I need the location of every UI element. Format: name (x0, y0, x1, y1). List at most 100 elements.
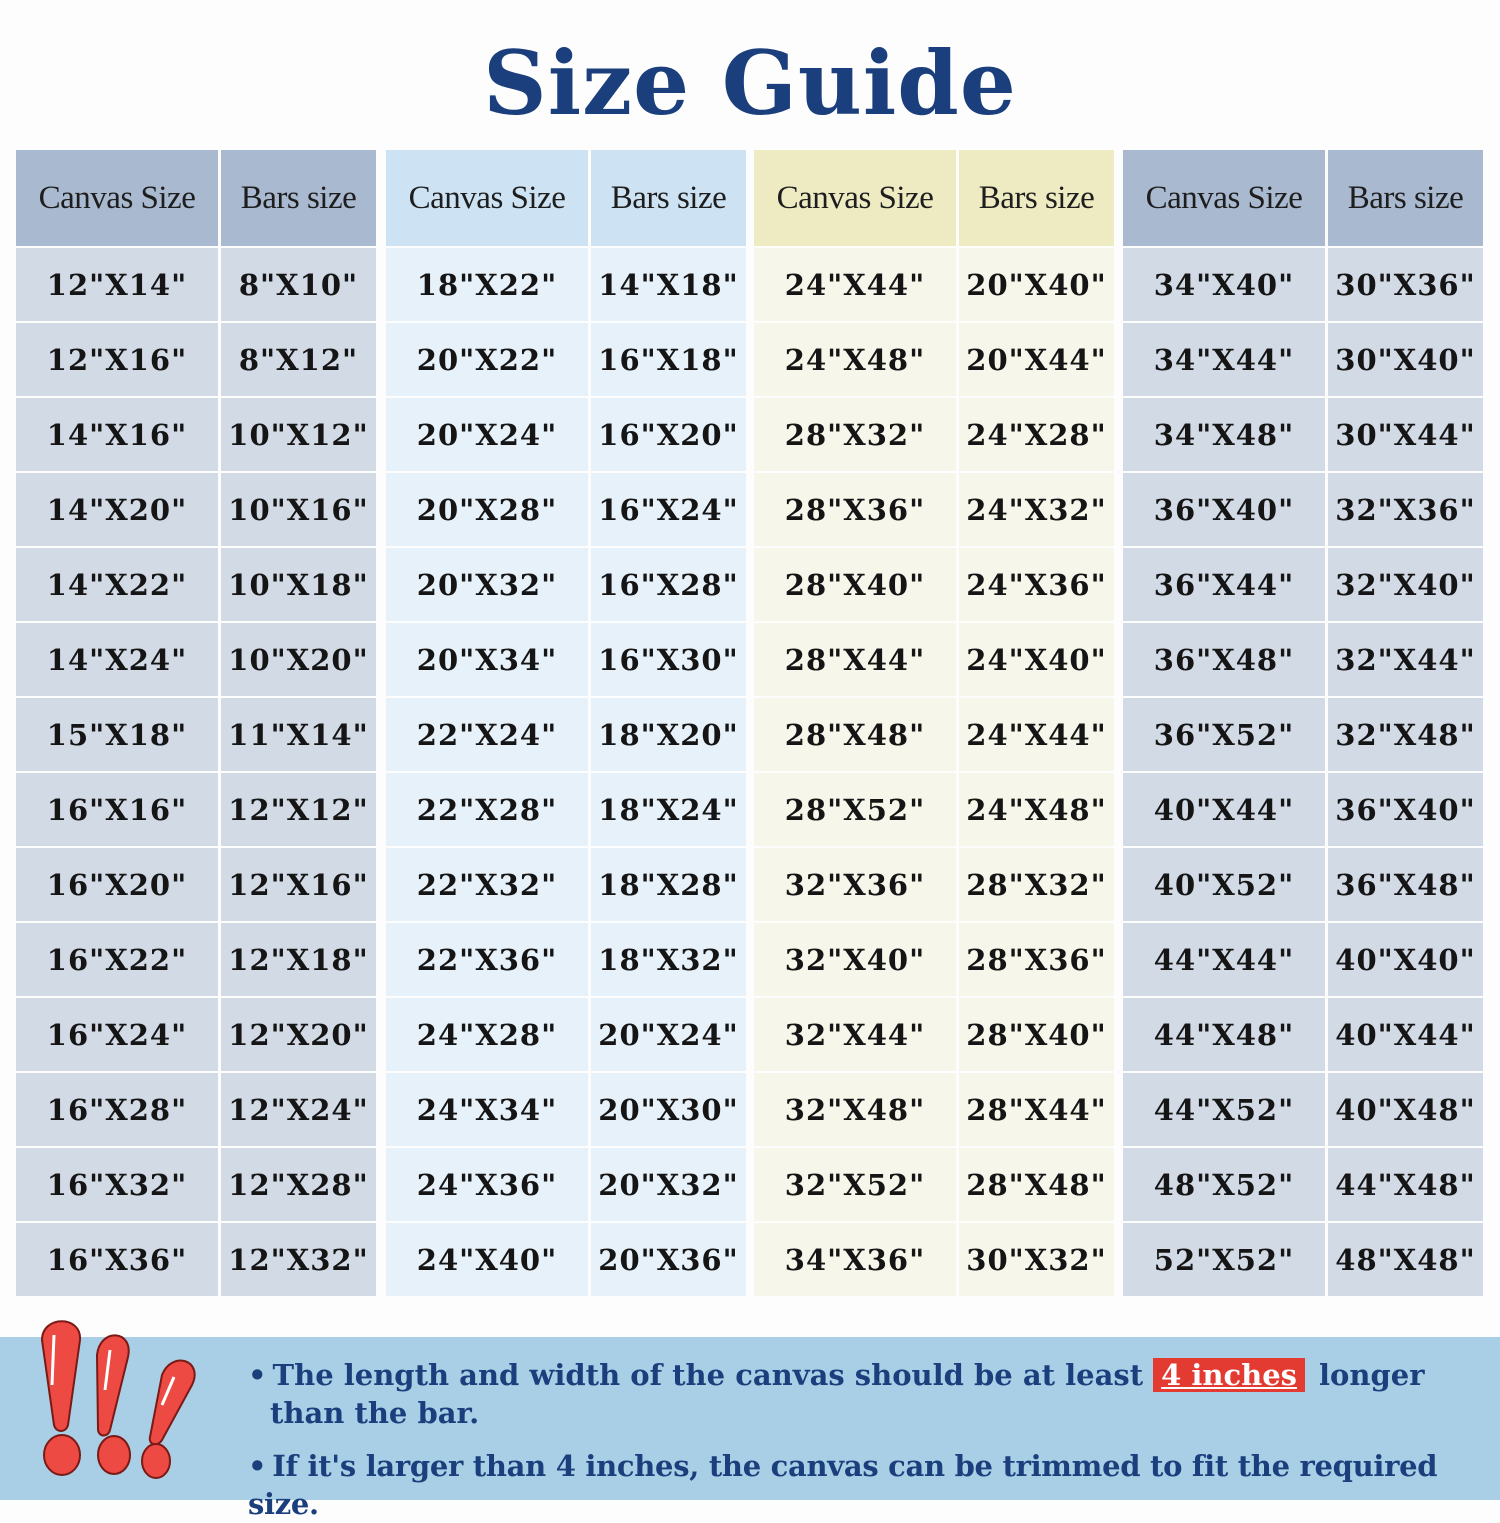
bars-size-cell: 20"X40" (959, 248, 1114, 321)
table-row: 28"X52" 24"X48" (754, 773, 1114, 846)
canvas-size-cell: 24"X40" (386, 1223, 588, 1296)
bars-size-cell: 28"X44" (959, 1073, 1114, 1146)
table-row: 48"X52" 44"X48" (1123, 1148, 1483, 1221)
table-row: 36"X44" 32"X40" (1123, 548, 1483, 621)
table-row: 24"X36" 20"X32" (386, 1148, 746, 1221)
bars-size-cell: 24"X32" (959, 473, 1114, 546)
canvas-size-cell: 24"X44" (754, 248, 956, 321)
bars-size-cell: 36"X48" (1328, 848, 1483, 921)
canvas-size-cell: 32"X52" (754, 1148, 956, 1221)
canvas-size-cell: 44"X52" (1123, 1073, 1325, 1146)
table-row: 16"X16" 12"X12" (16, 773, 376, 846)
table-row: 16"X22" 12"X18" (16, 923, 376, 996)
bars-size-cell: 14"X18" (591, 248, 746, 321)
bars-size-cell: 28"X48" (959, 1148, 1114, 1221)
canvas-size-cell: 34"X44" (1123, 323, 1325, 396)
canvas-size-cell: 15"X18" (16, 698, 218, 771)
header-canvas-size: Canvas Size (1123, 150, 1325, 246)
bars-size-cell: 30"X44" (1328, 398, 1483, 471)
canvas-size-cell: 12"X14" (16, 248, 218, 321)
table-header: Canvas Size Bars size (386, 150, 746, 246)
canvas-size-cell: 20"X32" (386, 548, 588, 621)
table-row: 12"X14" 8"X10" (16, 248, 376, 321)
bars-size-cell: 30"X36" (1328, 248, 1483, 321)
bars-size-cell: 32"X44" (1328, 623, 1483, 696)
canvas-size-cell: 16"X22" (16, 923, 218, 996)
table-row: 44"X44" 40"X40" (1123, 923, 1483, 996)
canvas-size-cell: 20"X22" (386, 323, 588, 396)
table-row: 12"X16" 8"X12" (16, 323, 376, 396)
table-row: 36"X48" 32"X44" (1123, 623, 1483, 696)
bars-size-cell: 36"X40" (1328, 773, 1483, 846)
canvas-size-cell: 20"X28" (386, 473, 588, 546)
notice-line-2: • If it's larger than 4 inches, the canva… (248, 1447, 1498, 1523)
bars-size-cell: 12"X18" (221, 923, 376, 996)
bars-size-cell: 40"X48" (1328, 1073, 1483, 1146)
bars-size-cell: 20"X30" (591, 1073, 746, 1146)
bars-size-cell: 10"X20" (221, 623, 376, 696)
header-bars-size: Bars size (221, 150, 376, 246)
canvas-size-cell: 44"X44" (1123, 923, 1325, 996)
bars-size-cell: 20"X36" (591, 1223, 746, 1296)
canvas-size-cell: 40"X52" (1123, 848, 1325, 921)
bars-size-cell: 20"X24" (591, 998, 746, 1071)
header-canvas-size: Canvas Size (16, 150, 218, 246)
canvas-size-cell: 20"X34" (386, 623, 588, 696)
highlight-4-inches: 4 inches (1153, 1358, 1306, 1392)
bars-size-cell: 8"X12" (221, 323, 376, 396)
table-row: 16"X20" 12"X16" (16, 848, 376, 921)
table-row: 22"X28" 18"X24" (386, 773, 746, 846)
table-row: 24"X48" 20"X44" (754, 323, 1114, 396)
canvas-size-cell: 22"X28" (386, 773, 588, 846)
canvas-size-cell: 28"X32" (754, 398, 956, 471)
table-row: 32"X44" 28"X40" (754, 998, 1114, 1071)
bars-size-cell: 8"X10" (221, 248, 376, 321)
bars-size-cell: 12"X28" (221, 1148, 376, 1221)
canvas-size-cell: 36"X48" (1123, 623, 1325, 696)
canvas-size-cell: 24"X28" (386, 998, 588, 1071)
table-row: 14"X20" 10"X16" (16, 473, 376, 546)
canvas-size-cell: 48"X52" (1123, 1148, 1325, 1221)
canvas-size-cell: 16"X28" (16, 1073, 218, 1146)
table-row: 34"X40" 30"X36" (1123, 248, 1483, 321)
table-row: 16"X24" 12"X20" (16, 998, 376, 1071)
table-row: 22"X32" 18"X28" (386, 848, 746, 921)
table-row: 16"X36" 12"X32" (16, 1223, 376, 1296)
bars-size-cell: 16"X24" (591, 473, 746, 546)
canvas-size-cell: 24"X34" (386, 1073, 588, 1146)
bars-size-cell: 10"X16" (221, 473, 376, 546)
bars-size-cell: 16"X30" (591, 623, 746, 696)
table-row: 44"X52" 40"X48" (1123, 1073, 1483, 1146)
bars-size-cell: 12"X12" (221, 773, 376, 846)
canvas-size-cell: 22"X24" (386, 698, 588, 771)
bars-size-cell: 11"X14" (221, 698, 376, 771)
table-row: 16"X32" 12"X28" (16, 1148, 376, 1221)
table-header: Canvas Size Bars size (754, 150, 1114, 246)
table-row: 44"X48" 40"X44" (1123, 998, 1483, 1071)
canvas-size-cell: 28"X44" (754, 623, 956, 696)
bars-size-cell: 12"X16" (221, 848, 376, 921)
canvas-size-cell: 36"X44" (1123, 548, 1325, 621)
bars-size-cell: 44"X48" (1328, 1148, 1483, 1221)
canvas-size-cell: 24"X48" (754, 323, 956, 396)
size-table: Canvas Size Bars size 18"X22" 14"X18" 20"X22… (386, 150, 746, 1298)
bullet: • (248, 1449, 267, 1483)
bars-size-cell: 16"X28" (591, 548, 746, 621)
table-row: 15"X18" 11"X14" (16, 698, 376, 771)
canvas-size-cell: 14"X16" (16, 398, 218, 471)
canvas-size-cell: 36"X40" (1123, 473, 1325, 546)
canvas-size-cell: 28"X48" (754, 698, 956, 771)
bars-size-cell: 24"X44" (959, 698, 1114, 771)
canvas-size-cell: 18"X22" (386, 248, 588, 321)
table-header: Canvas Size Bars size (1123, 150, 1483, 246)
table-row: 36"X52" 32"X48" (1123, 698, 1483, 771)
bars-size-cell: 40"X44" (1328, 998, 1483, 1071)
canvas-size-cell: 34"X40" (1123, 248, 1325, 321)
bars-size-cell: 18"X20" (591, 698, 746, 771)
table-row: 20"X32" 16"X28" (386, 548, 746, 621)
header-canvas-size: Canvas Size (754, 150, 956, 246)
bars-size-cell: 28"X36" (959, 923, 1114, 996)
page-title: Size Guide (483, 31, 1017, 135)
bars-size-cell: 18"X28" (591, 848, 746, 921)
canvas-size-cell: 34"X48" (1123, 398, 1325, 471)
